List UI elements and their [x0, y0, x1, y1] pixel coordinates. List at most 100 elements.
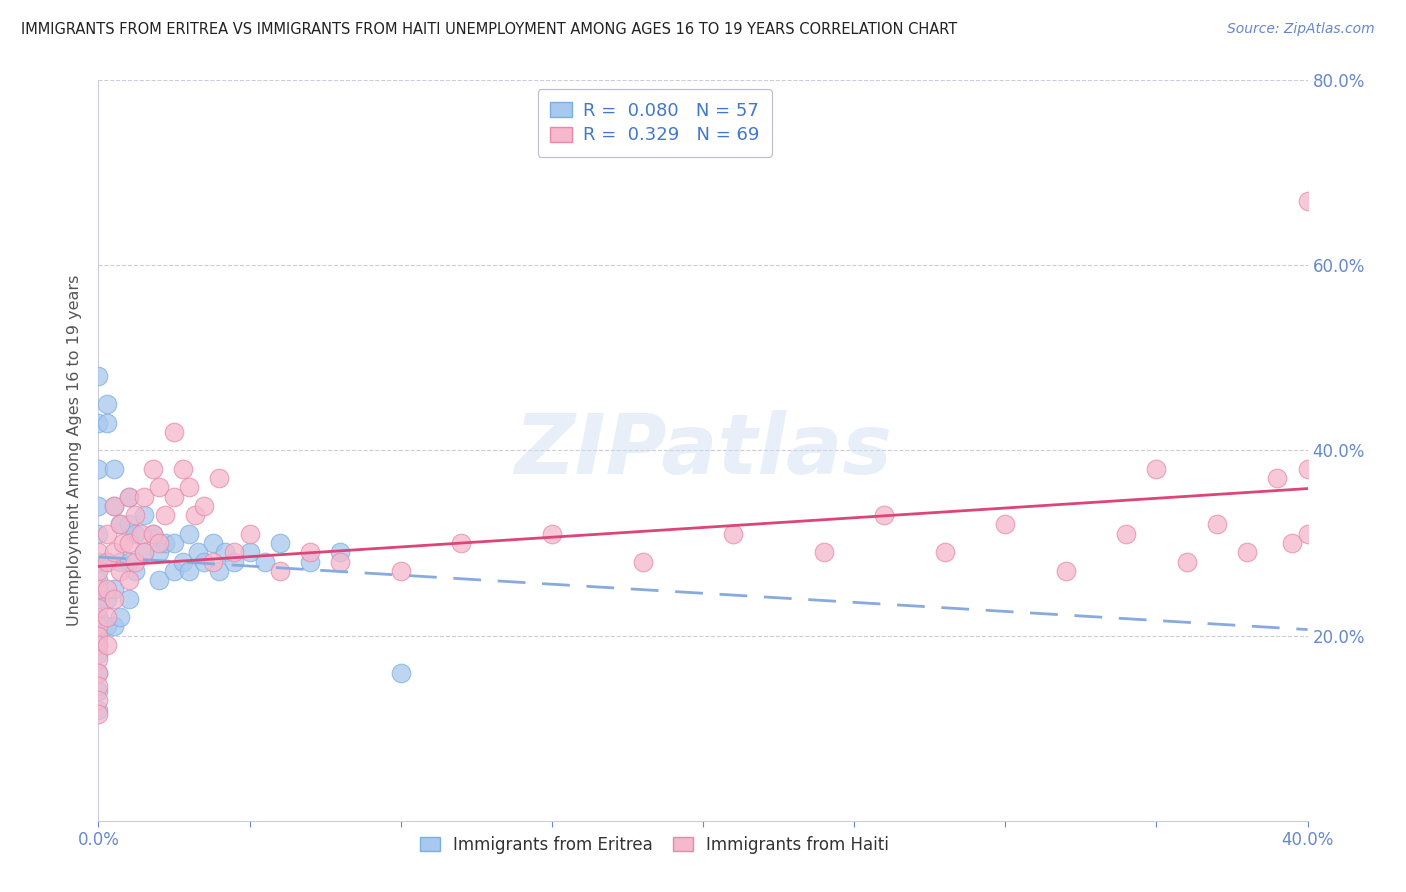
Point — [1236, 545, 1258, 559]
Text: IMMIGRANTS FROM ERITREA VS IMMIGRANTS FROM HAITI UNEMPLOYMENT AMONG AGES 16 TO 1: IMMIGRANTS FROM ERITREA VS IMMIGRANTS FR… — [21, 22, 957, 37]
Point — [269, 564, 291, 578]
Point — [202, 554, 225, 569]
Point — [103, 619, 125, 633]
Point — [132, 545, 155, 559]
Point — [1296, 194, 1319, 208]
Point — [118, 554, 141, 569]
Point — [239, 545, 262, 559]
Point — [87, 693, 110, 707]
Point — [129, 526, 152, 541]
Point — [179, 564, 201, 578]
Point — [1296, 526, 1319, 541]
Point — [103, 545, 125, 559]
Point — [87, 651, 110, 665]
Point — [299, 545, 322, 559]
Text: Source: ZipAtlas.com: Source: ZipAtlas.com — [1227, 22, 1375, 37]
Point — [202, 536, 225, 550]
Point — [142, 526, 165, 541]
Point — [87, 638, 110, 652]
Point — [934, 545, 956, 559]
Point — [87, 582, 110, 597]
Point — [118, 536, 141, 550]
Point — [163, 564, 186, 578]
Point — [208, 564, 231, 578]
Point — [179, 526, 201, 541]
Point — [124, 508, 146, 523]
Point — [87, 554, 110, 569]
Point — [118, 490, 141, 504]
Point — [96, 397, 118, 411]
Point — [193, 499, 215, 513]
Point — [118, 490, 141, 504]
Point — [108, 517, 131, 532]
Point — [87, 369, 110, 384]
Point — [87, 526, 110, 541]
Point — [87, 545, 110, 559]
Point — [142, 526, 165, 541]
Point — [239, 526, 262, 541]
Point — [87, 462, 110, 476]
Point — [87, 638, 110, 652]
Point — [108, 517, 131, 532]
Point — [96, 554, 118, 569]
Point — [253, 554, 276, 569]
Point — [132, 545, 155, 559]
Point — [87, 703, 110, 717]
Point — [148, 573, 170, 587]
Point — [87, 610, 110, 624]
Point — [103, 499, 125, 513]
Point — [87, 665, 110, 680]
Point — [172, 462, 194, 476]
Text: ZIPatlas: ZIPatlas — [515, 410, 891, 491]
Point — [172, 554, 194, 569]
Point — [1144, 462, 1167, 476]
Point — [269, 536, 291, 550]
Point — [329, 545, 352, 559]
Point — [87, 499, 110, 513]
Point — [389, 665, 412, 680]
Point — [1115, 526, 1137, 541]
Point — [118, 517, 141, 532]
Point — [108, 554, 131, 569]
Point — [132, 508, 155, 523]
Point — [87, 600, 110, 615]
Point — [96, 638, 118, 652]
Point — [1206, 517, 1229, 532]
Point — [208, 471, 231, 485]
Point — [96, 554, 118, 569]
Point — [103, 499, 125, 513]
Point — [153, 508, 176, 523]
Point — [153, 536, 176, 550]
Point — [111, 536, 134, 550]
Point — [87, 628, 110, 642]
Point — [1175, 554, 1198, 569]
Point — [540, 526, 562, 541]
Point — [87, 573, 110, 587]
Point — [87, 665, 110, 680]
Point — [148, 536, 170, 550]
Point — [124, 554, 146, 569]
Point — [994, 517, 1017, 532]
Point — [193, 554, 215, 569]
Point — [124, 526, 146, 541]
Point — [87, 619, 110, 633]
Point — [1267, 471, 1289, 485]
Point — [224, 554, 246, 569]
Point — [723, 526, 745, 541]
Point — [87, 684, 110, 698]
Point — [87, 416, 110, 430]
Point — [96, 526, 118, 541]
Point — [87, 591, 110, 606]
Legend: Immigrants from Eritrea, Immigrants from Haiti: Immigrants from Eritrea, Immigrants from… — [413, 829, 896, 861]
Point — [103, 591, 125, 606]
Point — [163, 490, 186, 504]
Point — [87, 619, 110, 633]
Point — [118, 591, 141, 606]
Point — [1054, 564, 1077, 578]
Point — [1281, 536, 1303, 550]
Point — [873, 508, 896, 523]
Point — [179, 481, 201, 495]
Point — [329, 554, 352, 569]
Point — [87, 564, 110, 578]
Point — [148, 481, 170, 495]
